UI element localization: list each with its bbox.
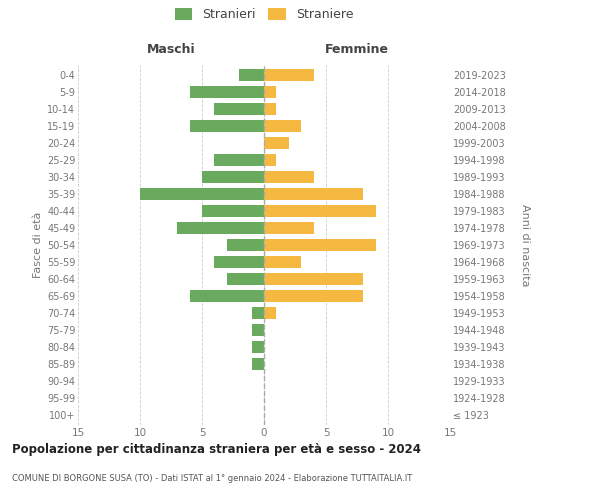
Bar <box>190 86 264 99</box>
Bar <box>239 69 264 82</box>
Bar <box>227 273 264 285</box>
Bar <box>214 103 264 116</box>
Bar <box>264 256 301 268</box>
Bar <box>264 171 314 183</box>
Bar <box>264 154 277 166</box>
Text: Popolazione per cittadinanza straniera per età e sesso - 2024: Popolazione per cittadinanza straniera p… <box>12 442 421 456</box>
Legend: Stranieri, Straniere: Stranieri, Straniere <box>170 2 358 26</box>
Bar <box>264 69 314 82</box>
Bar <box>227 239 264 251</box>
Y-axis label: Fasce di età: Fasce di età <box>32 212 43 278</box>
Bar <box>140 188 264 200</box>
Bar <box>214 256 264 268</box>
Bar <box>264 205 376 217</box>
Bar <box>251 341 264 353</box>
Y-axis label: Anni di nascita: Anni di nascita <box>520 204 530 286</box>
Bar <box>264 120 301 132</box>
Bar <box>202 171 264 183</box>
Bar <box>251 358 264 370</box>
Bar <box>264 239 376 251</box>
Bar <box>251 307 264 319</box>
Bar <box>264 273 363 285</box>
Bar <box>190 290 264 302</box>
Text: Maschi: Maschi <box>146 42 196 56</box>
Bar <box>214 154 264 166</box>
Bar <box>264 307 277 319</box>
Bar <box>202 205 264 217</box>
Bar <box>264 137 289 149</box>
Bar <box>190 120 264 132</box>
Bar <box>264 222 314 234</box>
Text: COMUNE DI BORGONE SUSA (TO) - Dati ISTAT al 1° gennaio 2024 - Elaborazione TUTTA: COMUNE DI BORGONE SUSA (TO) - Dati ISTAT… <box>12 474 412 483</box>
Bar <box>264 86 277 99</box>
Bar <box>251 324 264 336</box>
Text: Femmine: Femmine <box>325 42 389 56</box>
Bar <box>264 188 363 200</box>
Bar <box>177 222 264 234</box>
Bar <box>264 290 363 302</box>
Bar <box>264 103 277 116</box>
